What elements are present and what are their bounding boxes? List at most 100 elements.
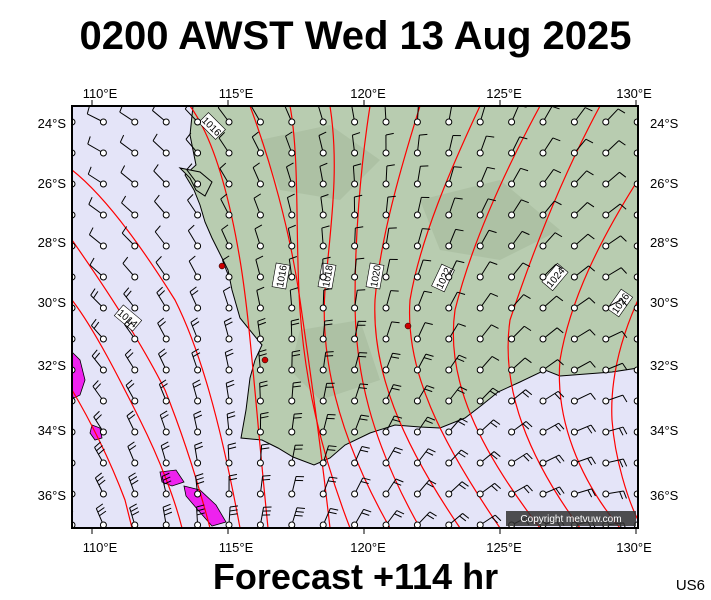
wind-station	[539, 118, 547, 126]
wind-barb-feather	[425, 419, 433, 424]
wind-barb-feather	[63, 415, 68, 421]
wind-station	[413, 118, 421, 126]
wind-barb-feather	[492, 387, 500, 393]
wind-barb-feather	[489, 261, 498, 265]
wind-barb-feather	[361, 446, 370, 449]
wind-barb-feather	[188, 255, 196, 262]
wind-barb-feather	[184, 106, 188, 110]
svg-text:Copyright metvuw.com: Copyright metvuw.com	[520, 514, 621, 525]
wind-barb-feather	[618, 140, 626, 146]
wind-barb-feather	[291, 322, 300, 326]
wind-barb-feather	[163, 507, 172, 512]
wind-barb-feather	[56, 168, 58, 176]
wind-barb-feather	[393, 481, 402, 486]
wind-barb-feather	[96, 445, 103, 452]
wind-station	[162, 459, 170, 467]
wind-barb-feather	[91, 349, 98, 357]
wind-station	[162, 521, 170, 528]
wind-station	[225, 366, 233, 374]
wind-barb-feather	[522, 391, 530, 398]
wind-barb-feather	[293, 381, 302, 384]
wind-barb-feather	[89, 257, 95, 266]
wind-barb-feather	[491, 324, 499, 329]
wind-station	[351, 521, 359, 528]
wind-station	[288, 335, 296, 343]
wind-station	[382, 149, 390, 157]
wind-barb-feather	[556, 327, 564, 334]
wind-barb-feather	[428, 479, 437, 485]
wind-barb-feather	[161, 472, 170, 477]
wind-barb-feather	[290, 287, 299, 291]
wind-barb-feather	[623, 490, 627, 499]
wind-barb-feather	[526, 484, 533, 492]
wind-station	[476, 490, 484, 498]
wind-station	[508, 180, 516, 188]
wind-station	[413, 149, 421, 157]
isobar-label-1016b: 1016	[271, 262, 291, 290]
wind-station	[225, 521, 233, 528]
wind-barb-feather	[92, 380, 99, 387]
wind-barb-feather	[651, 525, 653, 533]
wind-barb-feather	[493, 451, 501, 457]
wind-barb-feather	[494, 482, 501, 490]
wind-station	[382, 335, 390, 343]
wind-barb-feather	[426, 482, 434, 488]
wind-barb-feather	[294, 413, 303, 415]
wind-station	[570, 490, 578, 498]
wind-barb-feather	[362, 477, 371, 481]
wind-barb-feather	[223, 286, 231, 292]
wind-barb-feather	[59, 351, 63, 358]
wind-barb-feather	[55, 108, 56, 116]
wind-station	[99, 397, 107, 405]
wind-barb-feather	[319, 162, 328, 167]
wind-barb-feather	[588, 265, 596, 272]
wind-barb-feather	[454, 197, 463, 200]
wind-station	[602, 149, 610, 157]
wind-station	[162, 428, 170, 436]
wind-station	[99, 366, 107, 374]
wind-barb-feather	[522, 262, 531, 268]
wind-station	[351, 366, 359, 374]
forecast-label: Forecast +114 hr	[212, 556, 499, 597]
wind-barb-feather	[253, 193, 262, 199]
wind-station	[382, 273, 390, 281]
wind-station	[288, 211, 296, 219]
wind-station	[539, 490, 547, 498]
wind-barb-feather	[491, 516, 498, 524]
wind-barb-feather	[64, 446, 69, 452]
wind-barb-feather	[119, 134, 125, 143]
wind-barb-staff	[636, 276, 638, 278]
wind-station	[413, 459, 421, 467]
wind-barb-feather	[94, 441, 101, 448]
wind-barb-feather	[195, 477, 204, 481]
wind-station	[99, 521, 107, 528]
isobar-label-1020: 1020	[365, 262, 385, 290]
wind-barb-feather	[255, 255, 264, 261]
wind-station	[194, 521, 202, 528]
wind-barb-feather	[424, 322, 433, 325]
wind-barb-feather	[525, 421, 533, 428]
wind-barb-feather	[228, 446, 237, 450]
wind-station	[351, 304, 359, 312]
wind-barb-feather	[65, 508, 71, 513]
wind-station	[99, 304, 107, 312]
wind-barb-feather	[494, 514, 502, 522]
wind-barb-feather	[61, 443, 66, 449]
wind-station	[570, 304, 578, 312]
wind-barb-feather	[225, 348, 233, 353]
wind-barb-feather	[427, 416, 436, 421]
wind-station	[194, 273, 202, 281]
wind-barb-feather	[64, 477, 70, 483]
wind-barb-feather	[523, 486, 530, 494]
wind-barb-feather	[194, 414, 203, 419]
wind-barbs	[55, 106, 653, 533]
wind-barb-feather	[584, 107, 593, 112]
svg-text:120°E: 120°E	[350, 86, 386, 101]
wind-station	[445, 490, 453, 498]
wind-station	[194, 459, 202, 467]
wind-station	[256, 335, 264, 343]
svg-text:26°S: 26°S	[38, 176, 67, 191]
wind-barb-feather	[257, 317, 266, 322]
wind-barb-feather	[487, 166, 496, 170]
wind-barb-staff	[636, 213, 638, 216]
